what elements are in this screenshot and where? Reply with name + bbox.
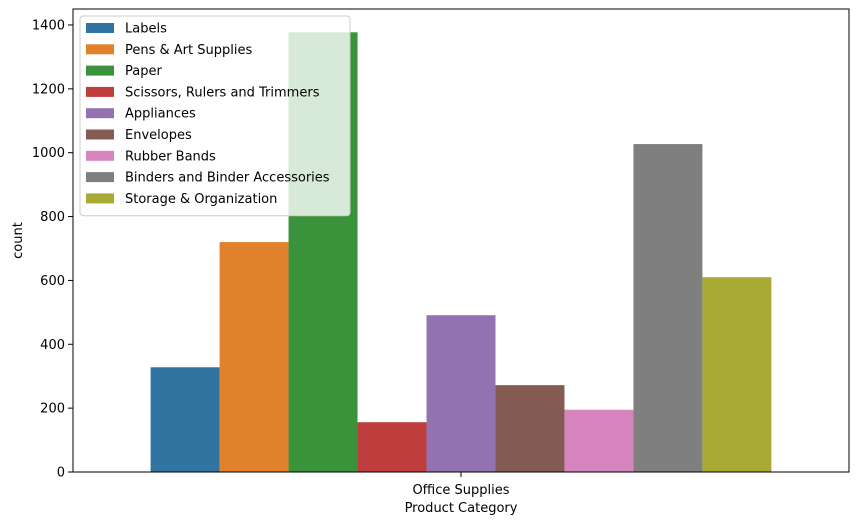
legend-swatch <box>86 193 114 204</box>
legend-label: Scissors, Rulers and Trimmers <box>125 85 320 100</box>
y-tick-label: 400 <box>40 338 65 353</box>
legend-box <box>79 15 351 217</box>
legend-swatch <box>86 44 114 55</box>
y-tick-label: 1400 <box>32 18 65 33</box>
bar-scissors-rulers-and-trimmers <box>357 422 427 472</box>
y-tick-label: 1200 <box>32 82 65 97</box>
legend-label: Appliances <box>125 107 196 122</box>
legend-swatch <box>86 65 114 76</box>
y-tick-label: 800 <box>40 210 65 225</box>
bar-labels <box>150 367 220 472</box>
y-axis: 0 200 400 600 800 1000 1200 1400 <box>32 18 73 481</box>
y-tick-label: 200 <box>40 402 65 417</box>
legend-label: Binders and Binder Accessories <box>125 171 330 186</box>
legend-label: Pens & Art Supplies <box>125 43 252 58</box>
legend-label: Envelopes <box>125 128 192 143</box>
legend-swatch <box>86 172 114 183</box>
bar-envelopes <box>495 385 565 472</box>
legend-swatch <box>86 86 114 97</box>
bar-binders-and-binder-accessories <box>633 144 703 472</box>
legend: Labels Pens & Art Supplies Paper Scissors, … <box>79 15 351 217</box>
legend-label: Rubber Bands <box>125 149 216 164</box>
y-axis-label: count <box>11 222 26 259</box>
legend-swatch <box>86 129 114 140</box>
x-tick-label: Office Supplies <box>412 483 509 498</box>
legend-swatch <box>86 23 114 33</box>
legend-swatch <box>86 108 114 119</box>
y-tick-label: 1000 <box>32 146 65 161</box>
x-axis: Office Supplies <box>412 472 510 498</box>
bars-group <box>150 32 772 472</box>
legend-label: Paper <box>125 64 162 79</box>
bar-storage-organization <box>702 277 772 472</box>
legend-swatch <box>86 150 114 161</box>
legend-label: Labels <box>125 22 167 37</box>
y-tick-label: 600 <box>40 274 65 289</box>
bar-pens-art-supplies <box>219 242 289 472</box>
bar-appliances <box>426 315 496 472</box>
x-axis-label: Product Category <box>405 501 518 516</box>
y-tick-label: 0 <box>57 466 65 481</box>
bar-rubber-bands <box>564 409 634 472</box>
legend-label: Storage & Organization <box>125 192 277 207</box>
